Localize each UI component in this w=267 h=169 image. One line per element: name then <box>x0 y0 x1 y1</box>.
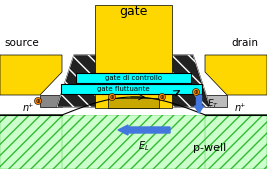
Bar <box>0 115 267 169</box>
Text: n⁺: n⁺ <box>22 103 34 113</box>
Text: gate di controllo: gate di controllo <box>105 75 162 81</box>
Text: gate: gate <box>119 6 147 18</box>
Polygon shape <box>0 55 62 95</box>
Circle shape <box>193 89 199 95</box>
Text: $E_L$: $E_L$ <box>138 139 150 153</box>
Bar <box>205 95 227 107</box>
Circle shape <box>159 93 166 101</box>
Polygon shape <box>205 115 267 169</box>
Polygon shape <box>57 55 210 107</box>
Text: ⊕: ⊕ <box>160 95 164 100</box>
Text: ⊕: ⊕ <box>194 90 198 95</box>
Bar <box>61 84 202 94</box>
Text: drain: drain <box>231 38 258 48</box>
Text: ⊕: ⊕ <box>36 99 40 104</box>
FancyArrow shape <box>194 95 203 113</box>
Text: $E_T$: $E_T$ <box>207 98 219 110</box>
Circle shape <box>108 93 116 101</box>
Bar <box>95 5 172 108</box>
Bar <box>40 95 62 107</box>
FancyArrow shape <box>118 125 170 135</box>
Circle shape <box>34 98 41 104</box>
Bar <box>0 115 267 169</box>
Polygon shape <box>0 115 62 169</box>
Polygon shape <box>205 55 267 95</box>
Text: n⁺: n⁺ <box>234 103 246 113</box>
Text: source: source <box>5 38 39 48</box>
Text: ⊕: ⊕ <box>110 95 114 100</box>
Bar <box>108 98 159 108</box>
Polygon shape <box>62 97 205 115</box>
Text: gate fluttuante: gate fluttuante <box>97 86 150 92</box>
Bar <box>76 73 191 83</box>
Text: p-well: p-well <box>193 143 227 153</box>
